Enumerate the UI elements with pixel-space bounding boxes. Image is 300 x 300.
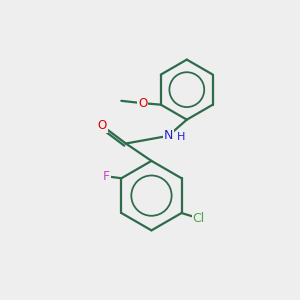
Text: O: O bbox=[138, 97, 147, 110]
Text: N: N bbox=[164, 129, 173, 142]
Text: O: O bbox=[98, 119, 107, 132]
Text: F: F bbox=[103, 170, 110, 183]
Text: Cl: Cl bbox=[193, 212, 205, 225]
Text: H: H bbox=[176, 132, 185, 142]
